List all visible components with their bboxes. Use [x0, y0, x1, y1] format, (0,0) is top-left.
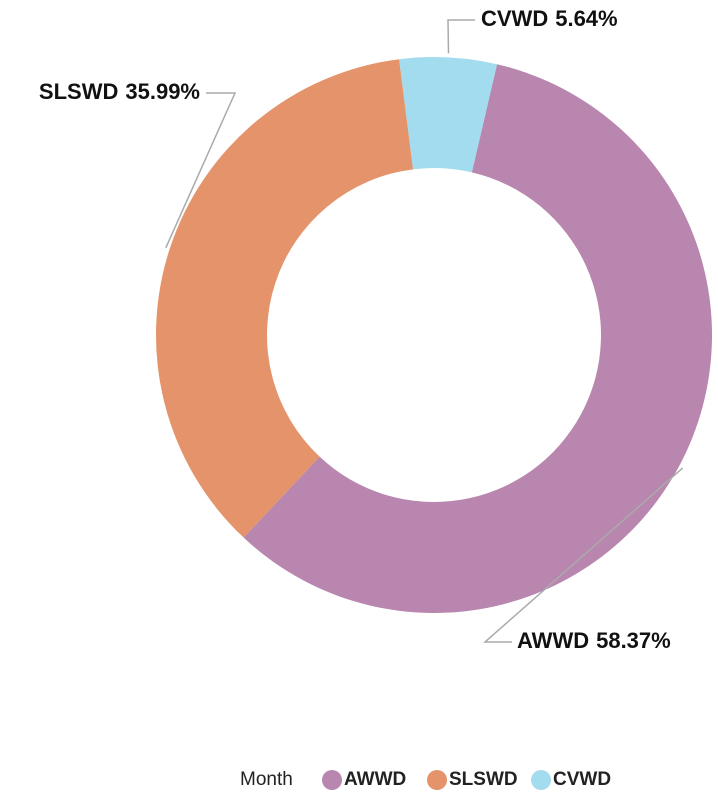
legend-label: SLSWD [449, 769, 518, 790]
label-category: SLSWD [39, 79, 118, 104]
data-label: SLSWD 35.99% [39, 79, 200, 104]
legend-marker [427, 770, 447, 790]
data-label: CVWD 5.64% [481, 6, 618, 31]
label-value: 35.99% [125, 79, 200, 104]
donut-slice [156, 59, 414, 538]
data-labels: AWWD 58.37% SLSWD 35.99% CVWD 5.64% [39, 6, 684, 653]
legend-label: CVWD [553, 769, 611, 790]
donut [156, 57, 712, 614]
leader-line [447, 19, 475, 54]
leader-line [165, 92, 237, 249]
data-label: AWWD 58.37% [517, 628, 671, 653]
legend-marker [322, 770, 342, 790]
donut-slice [243, 64, 712, 614]
label-category: CVWD [481, 6, 548, 31]
legend: Month AWWD SLSWD CVWD [240, 769, 611, 790]
label-category: AWWD [517, 628, 589, 653]
legend-marker [531, 770, 551, 790]
legend-label: AWWD [344, 769, 406, 790]
donut-slice [399, 57, 498, 173]
label-value: 58.37% [596, 628, 671, 653]
label-value: 5.64% [555, 6, 617, 31]
legend-title: Month [240, 769, 293, 790]
leader-line [483, 467, 684, 643]
